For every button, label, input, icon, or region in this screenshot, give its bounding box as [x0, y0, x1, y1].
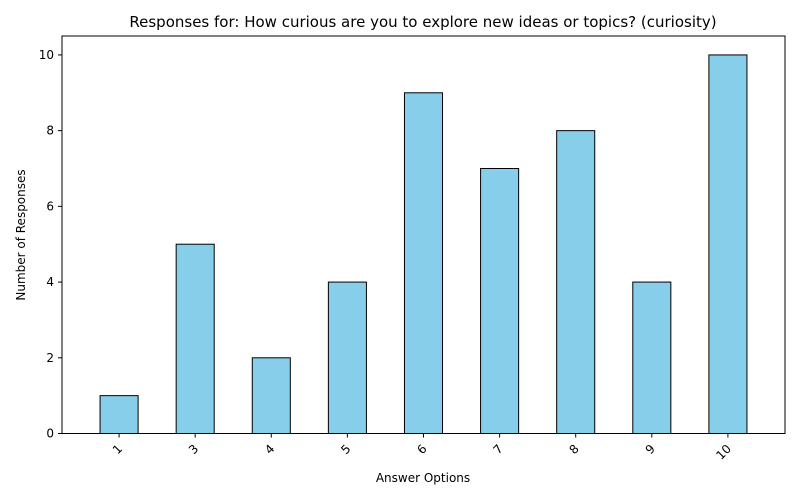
x-tick-label: 3	[186, 442, 201, 457]
y-tick-label: 6	[46, 199, 54, 213]
bars-layer	[99, 54, 748, 435]
y-tick-label: 4	[46, 275, 54, 289]
x-tick-label: 1	[110, 442, 125, 457]
bar-10	[708, 54, 748, 435]
y-axis-label: Number of Responses	[14, 169, 28, 300]
y-tick-label: 10	[39, 48, 54, 62]
y-tick-label: 2	[46, 351, 54, 365]
y-tick-label: 8	[46, 124, 54, 138]
x-tick-label: 9	[643, 442, 658, 457]
bar-6	[403, 92, 444, 434]
bar-9	[632, 281, 672, 434]
x-axis-label: Answer Options	[376, 471, 470, 485]
x-tick-label: 8	[567, 442, 582, 457]
x-axis: 1 3 4 5 6 7 8 9 10	[110, 433, 734, 463]
x-tick-label: 7	[490, 442, 505, 457]
x-tick-label: 5	[338, 442, 353, 457]
y-tick-label: 0	[46, 427, 54, 441]
bar-4	[251, 357, 291, 435]
x-tick-label: 6	[414, 442, 429, 457]
bar-5	[327, 281, 367, 434]
plot-frame	[61, 35, 786, 434]
x-tick-label: 10	[713, 442, 734, 463]
bar-7	[480, 168, 520, 434]
x-tick-label: 4	[262, 442, 277, 457]
bar-8	[556, 130, 596, 434]
y-axis: 0 2 4 6 8 10	[39, 48, 62, 441]
bar-1	[99, 395, 139, 435]
chart-title: Responses for: How curious are you to ex…	[129, 13, 716, 31]
bar-3	[175, 243, 215, 434]
